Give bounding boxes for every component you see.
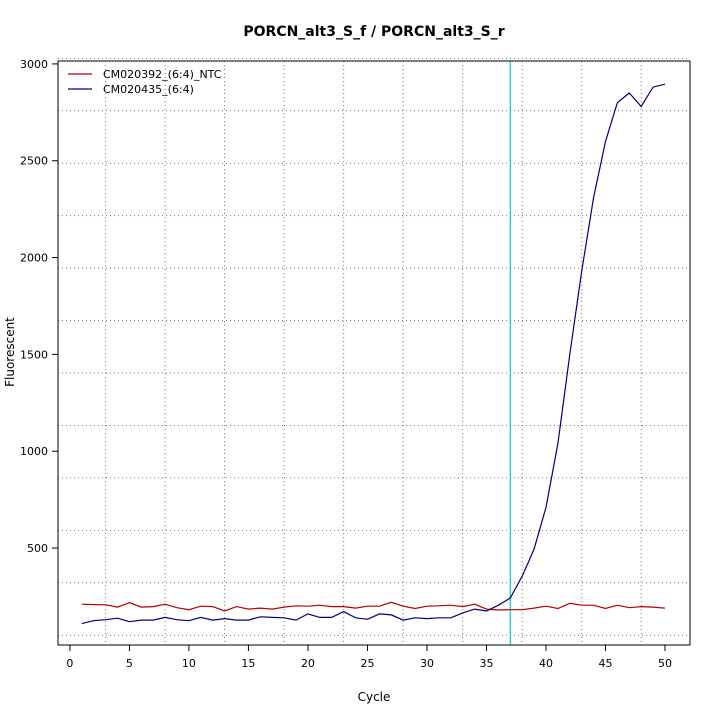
y-tick-label: 1500 — [20, 348, 48, 361]
y-tick-label: 3000 — [20, 58, 48, 71]
x-tick-label: 30 — [420, 657, 434, 670]
x-axis-label: Cycle — [358, 690, 391, 704]
x-tick-label: 50 — [658, 657, 672, 670]
y-axis: 500 1000 1500 2000 2500 3000 — [20, 58, 58, 555]
x-axis: 0 5 10 15 20 25 30 35 40 45 50 — [66, 645, 672, 670]
x-tick-label: 0 — [66, 657, 73, 670]
y-axis-label: Fluorescent — [3, 317, 17, 387]
x-tick-label: 5 — [126, 657, 133, 670]
x-tick-label: 40 — [539, 657, 553, 670]
x-tick-label: 25 — [360, 657, 374, 670]
plot-frame — [57, 60, 691, 646]
x-tick-label: 15 — [241, 657, 255, 670]
series-lines — [81, 83, 666, 625]
x-tick-label: 35 — [479, 657, 493, 670]
series-line-1 — [81, 601, 666, 612]
series-line-2 — [81, 83, 666, 625]
legend: CM020392_(6:4)_NTC CM020435_(6:4) — [68, 68, 222, 96]
legend-label-2: CM020435_(6:4) — [103, 83, 194, 96]
y-tick-label: 2500 — [20, 155, 48, 168]
chart-title: PORCN_alt3_S_f / PORCN_alt3_S_r — [243, 24, 504, 40]
y-tick-label: 2000 — [20, 252, 48, 265]
y-tick-label: 1000 — [20, 445, 48, 458]
legend-label-1: CM020392_(6:4)_NTC — [103, 68, 222, 81]
grid — [58, 57, 690, 645]
x-tick-label: 45 — [598, 657, 612, 670]
y-tick-label: 500 — [27, 542, 48, 555]
x-tick-label: 10 — [182, 657, 196, 670]
x-tick-label: 20 — [301, 657, 315, 670]
